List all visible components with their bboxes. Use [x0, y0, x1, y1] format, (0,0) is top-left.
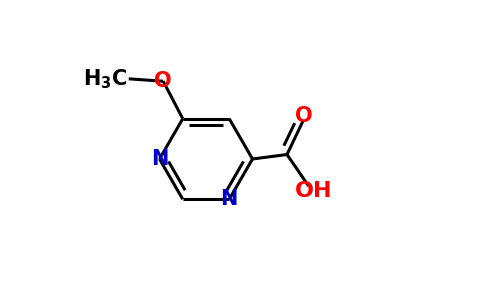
Text: OH: OH [295, 182, 333, 201]
Text: O: O [154, 71, 172, 91]
Text: $\mathregular{H_3C}$: $\mathregular{H_3C}$ [83, 67, 127, 91]
Text: N: N [221, 189, 238, 209]
Text: O: O [295, 106, 312, 126]
Text: N: N [151, 149, 168, 169]
